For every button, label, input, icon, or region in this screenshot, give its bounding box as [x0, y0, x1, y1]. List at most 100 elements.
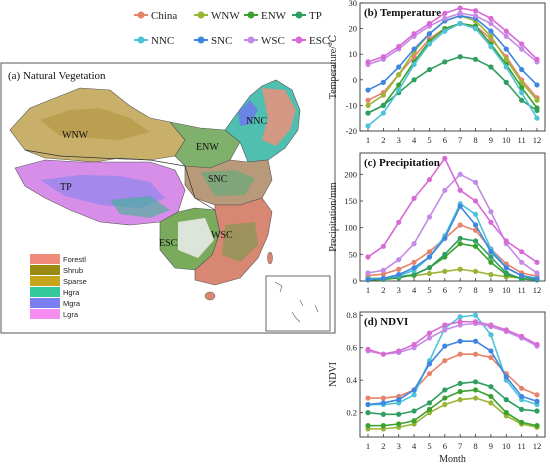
data-point [396, 87, 402, 93]
data-point [519, 90, 525, 96]
x-tick-label: 3 [397, 441, 401, 451]
data-point [426, 406, 433, 413]
legend-swatch-marker [137, 11, 145, 19]
data-point [457, 235, 463, 241]
data-point [534, 341, 540, 348]
series-line [367, 22, 538, 114]
series-snc [365, 203, 540, 282]
data-point [503, 28, 509, 34]
data-point [488, 259, 494, 265]
data-point [396, 219, 402, 225]
data-point [519, 273, 525, 279]
map-label-enw: ENW [196, 142, 219, 153]
series-nnc [365, 20, 540, 129]
data-point [442, 322, 448, 328]
series-esc [365, 155, 540, 265]
x-tick-label: 8 [473, 135, 477, 145]
data-point [411, 31, 417, 37]
data-point [426, 400, 433, 406]
data-point [365, 59, 371, 65]
data-point [365, 102, 371, 108]
data-point [457, 351, 463, 357]
series-line [367, 7, 538, 63]
region-snc-texture [200, 170, 255, 196]
data-point [503, 410, 509, 416]
legend-swatch-marker [295, 36, 303, 44]
x-tick-label: 10 [502, 285, 511, 295]
legend-swatch-marker [197, 11, 205, 19]
data-point [488, 43, 494, 50]
data-point [503, 270, 509, 276]
series-line [367, 320, 538, 356]
vegetation-map-panel: (a) Natural Vegetation [0, 62, 336, 334]
data-point [488, 332, 494, 338]
veg-legend-label: Shrub [63, 266, 83, 275]
veg-legend-item-shrub: Shrub [30, 265, 83, 275]
x-axis-label: Month [439, 454, 466, 464]
y-tick-label: 20 [349, 24, 358, 34]
hainan-island [204, 291, 216, 301]
legend-label: TP [309, 10, 322, 22]
data-point [519, 79, 525, 85]
region-boundary-line-2 [184, 165, 216, 211]
data-point [488, 384, 494, 390]
series-line [367, 224, 538, 277]
data-point [488, 354, 494, 361]
map-label-wnw: WNW [62, 130, 89, 141]
data-point [380, 92, 386, 98]
y-tick-label: 200 [344, 169, 357, 179]
y-axis-label: NDVI [328, 362, 339, 387]
veg-legend-item-lgra: Lgra [30, 309, 79, 319]
data-point [426, 31, 433, 37]
data-point [426, 254, 433, 260]
x-tick-label: 9 [489, 285, 493, 295]
chart-title: (c) Precipitation [364, 157, 440, 169]
x-tick-label: 8 [473, 441, 477, 451]
data-point [534, 270, 540, 276]
data-point [503, 374, 509, 380]
plot-frame [359, 311, 546, 438]
data-point [442, 251, 448, 257]
x-tick-label: 8 [473, 285, 477, 295]
data-point [396, 421, 402, 427]
series-snc [365, 338, 540, 408]
region-nnc-forest [262, 88, 296, 146]
chart-title: (d) NDVI [364, 316, 408, 328]
region-nnc-grass [238, 100, 258, 126]
data-point [534, 392, 540, 398]
y-tick-label: 10 [349, 49, 358, 59]
ndvi-chart: 0.20.40.60.81 2 3 4 5 6 7 8 9 10 11 12(d) NDVINDVIM… [328, 310, 546, 464]
plot-frame [359, 152, 546, 282]
south-china-sea-inset [265, 275, 331, 332]
data-point [488, 28, 494, 34]
data-point [426, 335, 433, 341]
data-point [488, 249, 494, 255]
data-point [365, 401, 371, 408]
region-wnw-texture [40, 108, 150, 140]
data-point [534, 97, 540, 103]
data-point [472, 8, 479, 14]
data-point [396, 43, 402, 50]
data-point [442, 28, 448, 34]
y-axis-label: Temperature/℃ [328, 35, 339, 99]
data-point [411, 408, 417, 414]
data-point [411, 265, 417, 271]
veg-legend-item-mgra: Mgra [30, 298, 81, 308]
data-point [534, 276, 540, 282]
data-point [472, 13, 479, 19]
series-snc [365, 13, 540, 93]
legend-label: NNC [151, 35, 174, 47]
x-tick-label: 11 [518, 285, 526, 295]
data-point [396, 348, 402, 354]
veg-legend-item-forestl: Forestl [30, 254, 86, 264]
data-point [519, 97, 525, 103]
x-tick-label: 1 [366, 441, 370, 451]
data-point [365, 346, 371, 352]
legend-label: WSC [261, 35, 285, 47]
data-point [488, 393, 494, 400]
data-point [442, 358, 448, 364]
data-point [519, 46, 525, 52]
legend-item-snc: SNC [194, 35, 232, 47]
data-point [534, 107, 540, 114]
